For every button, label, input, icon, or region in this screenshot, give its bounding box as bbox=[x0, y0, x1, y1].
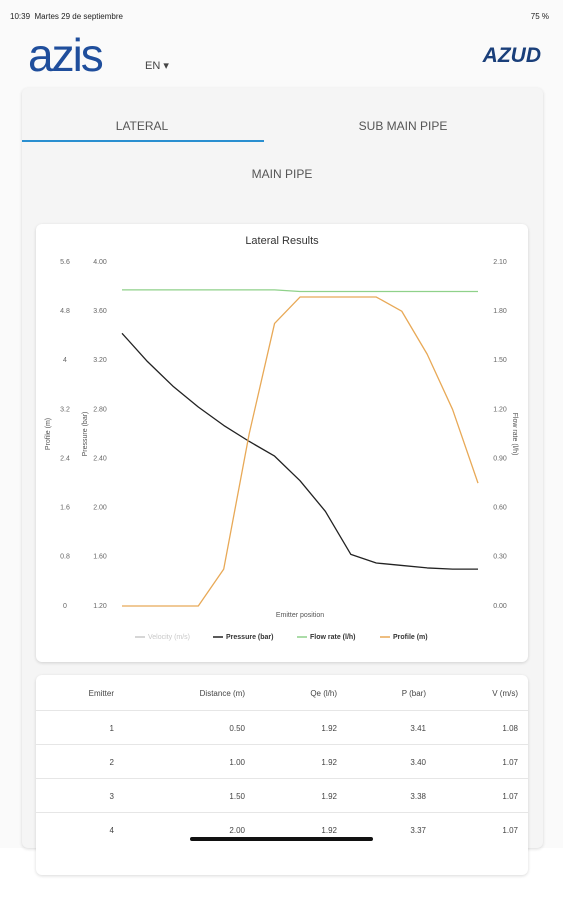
y2-tick-label: 0.30 bbox=[493, 554, 507, 561]
time: 10:39 bbox=[10, 12, 31, 21]
y2-tick-label: 0.90 bbox=[493, 455, 507, 462]
tab[interactable]: MAIN PIPE bbox=[251, 167, 313, 181]
table-cell: 1 bbox=[109, 724, 114, 733]
brand: AZUD bbox=[482, 44, 541, 67]
column-header: V (m/s) bbox=[492, 689, 518, 698]
y2-axis-label: Flow rate (l/h) bbox=[511, 413, 518, 456]
column-header: Qe (l/h) bbox=[310, 689, 337, 698]
series-line bbox=[122, 289, 478, 293]
status-bar: 10:39 Martes 29 de septiembre bbox=[10, 12, 123, 21]
y3-tick-label: 0 bbox=[63, 603, 67, 610]
row-divider bbox=[36, 744, 528, 745]
table-cell: 1.08 bbox=[502, 724, 518, 733]
battery: 75 % bbox=[530, 12, 549, 21]
table-cell: 1.92 bbox=[321, 758, 337, 767]
language-selector[interactable]: EN ▾ bbox=[145, 60, 169, 72]
table-cell: 1.50 bbox=[229, 792, 245, 801]
y-axis-label: Pressure (bar) bbox=[82, 412, 89, 457]
home-indicator bbox=[190, 837, 373, 841]
y2-tick-label: 1.20 bbox=[493, 406, 507, 413]
y2-tick-label: 2.10 bbox=[493, 259, 507, 266]
tab[interactable]: LATERAL bbox=[115, 119, 169, 133]
y3-tick-label: 5.6 bbox=[60, 259, 70, 266]
y2-tick-label: 0.60 bbox=[493, 505, 507, 512]
y2-tick-label: 0.00 bbox=[493, 603, 507, 610]
series-line bbox=[121, 332, 478, 570]
table-cell: 1.92 bbox=[321, 792, 337, 801]
y-tick-label: 2.40 bbox=[93, 455, 107, 462]
x-axis-label: Emitter position bbox=[276, 612, 324, 619]
legend-label: Velocity (m/s) bbox=[148, 634, 190, 641]
tab[interactable]: SUB MAIN PIPE bbox=[358, 119, 448, 133]
logo: azis bbox=[28, 29, 104, 81]
y3-tick-label: 1.6 bbox=[60, 505, 70, 512]
y-tick-label: 3.20 bbox=[93, 357, 107, 364]
row-divider bbox=[36, 812, 528, 813]
table-cell: 2.00 bbox=[229, 826, 245, 835]
series-line bbox=[122, 296, 479, 607]
y-tick-label: 2.00 bbox=[93, 505, 107, 512]
table-cell: 0.50 bbox=[229, 724, 245, 733]
legend-label: Pressure (bar) bbox=[226, 634, 273, 641]
table-cell: 3 bbox=[109, 792, 114, 801]
y3-axis-label: Profile (m) bbox=[45, 418, 52, 450]
table-cell: 3.37 bbox=[410, 826, 426, 835]
table-cell: 4 bbox=[109, 826, 114, 835]
y2-tick-label: 1.50 bbox=[493, 357, 507, 364]
y3-tick-label: 4 bbox=[63, 357, 67, 364]
column-header: Distance (m) bbox=[199, 689, 245, 698]
tab-indicator bbox=[22, 140, 264, 142]
column-header: Emitter bbox=[88, 689, 114, 698]
table-cell: 2 bbox=[109, 758, 114, 767]
y3-tick-label: 3.2 bbox=[60, 406, 70, 413]
y-tick-label: 3.60 bbox=[93, 308, 107, 315]
table-cell: 1.00 bbox=[229, 758, 245, 767]
table-cell: 1.07 bbox=[502, 792, 518, 801]
date: Martes 29 de septiembre bbox=[34, 12, 123, 21]
table-cell: 1.07 bbox=[502, 826, 518, 835]
language[interactable]: EN bbox=[145, 60, 161, 72]
chart-title: Lateral Results bbox=[245, 235, 319, 247]
y-tick-label: 2.80 bbox=[93, 406, 107, 413]
y3-tick-label: 2.4 bbox=[60, 455, 70, 462]
column-header: P (bar) bbox=[401, 689, 426, 698]
y-tick-label: 1.60 bbox=[93, 554, 107, 561]
table-card bbox=[36, 675, 528, 875]
y3-tick-label: 0.8 bbox=[60, 554, 70, 561]
y-tick-label: 4.00 bbox=[93, 259, 107, 266]
legend-label: Flow rate (l/h) bbox=[310, 634, 356, 641]
table-cell: 3.38 bbox=[410, 792, 426, 801]
table-cell: 1.92 bbox=[321, 826, 337, 835]
table-cell: 1.92 bbox=[321, 724, 337, 733]
legend-label: Profile (m) bbox=[393, 634, 428, 641]
y3-tick-label: 4.8 bbox=[60, 308, 70, 315]
row-divider bbox=[36, 710, 528, 711]
table-cell: 3.41 bbox=[410, 724, 426, 733]
table-cell: 3.40 bbox=[410, 758, 426, 767]
table-cell: 1.07 bbox=[502, 758, 518, 767]
y-tick-label: 1.20 bbox=[93, 603, 107, 610]
row-divider bbox=[36, 778, 528, 779]
y2-tick-label: 1.80 bbox=[493, 308, 507, 315]
chart-card bbox=[36, 224, 528, 662]
